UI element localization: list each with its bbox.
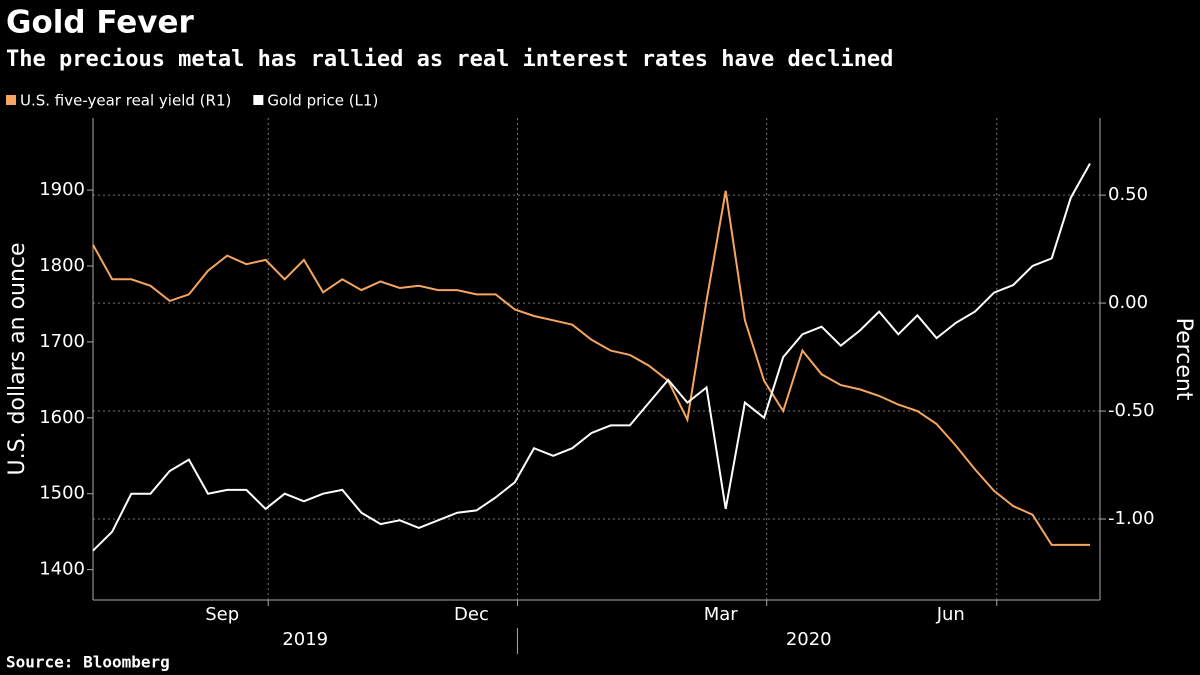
x-tick-label: Sep: [205, 604, 239, 625]
year-label: 2020: [786, 629, 832, 650]
x-tick-label: Mar: [704, 604, 739, 625]
y-axis-label: U.S. dollars an ounce: [5, 242, 30, 475]
y-tick-label: 1800: [39, 255, 85, 276]
y-tick-label: 1500: [39, 483, 85, 504]
x-tick-label: Jun: [936, 604, 965, 625]
chart-subtitle: The precious metal has rallied as real i…: [6, 47, 893, 72]
y-tick-label: 1600: [39, 407, 85, 428]
y-tick-label: 1900: [39, 179, 85, 200]
y2-tick-label: -1.00: [1108, 508, 1155, 529]
series-line: [92, 163, 1091, 552]
year-label: 2019: [282, 629, 328, 650]
y2-tick-label: 0.50: [1108, 184, 1148, 205]
source: Source: Bloomberg: [6, 653, 170, 672]
legend-label: Gold price (L1): [267, 92, 378, 110]
legend-swatch: [253, 95, 264, 105]
chart-title: Gold Fever: [6, 5, 195, 41]
x-tick-label: Dec: [454, 604, 489, 625]
series-line: [92, 190, 1090, 546]
y2-tick-label: 0.00: [1108, 292, 1148, 313]
y2-axis-label: Percent: [1171, 318, 1196, 401]
y-tick-label: 1700: [39, 331, 85, 352]
y2-tick-label: -0.50: [1108, 400, 1155, 421]
legend-label: U.S. five-year real yield (R1): [20, 92, 231, 110]
y-tick-label: 1400: [39, 559, 85, 580]
legend-swatch: [6, 95, 16, 105]
